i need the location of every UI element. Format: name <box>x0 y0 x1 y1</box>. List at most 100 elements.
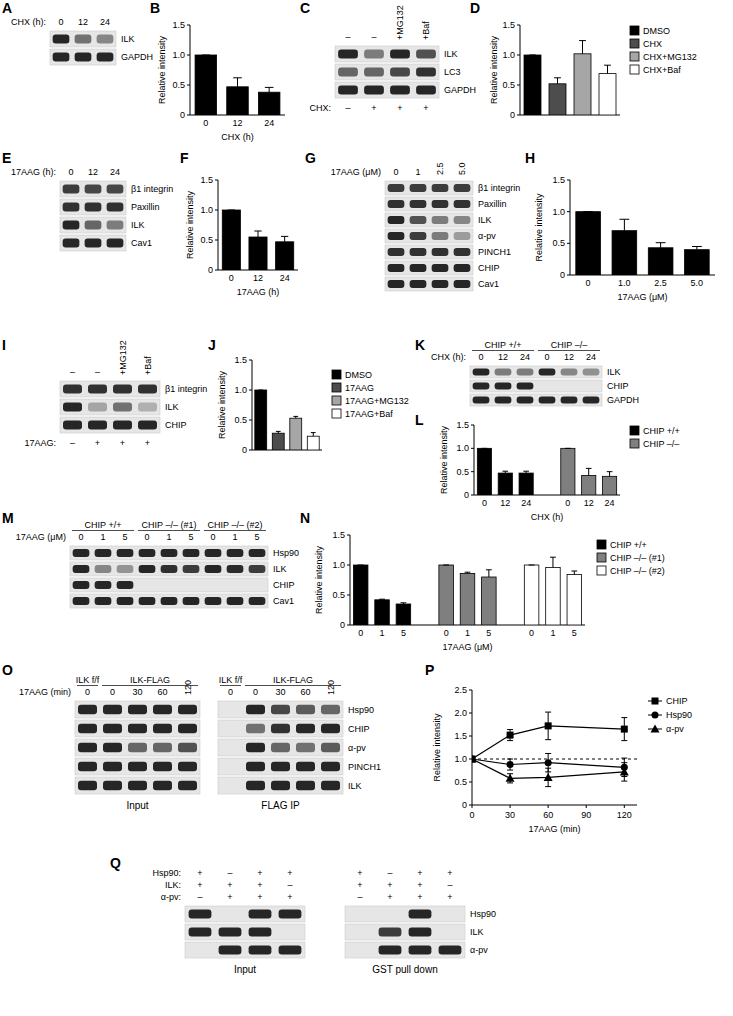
bar <box>222 210 240 270</box>
lane-label: +MG132 <box>118 340 128 375</box>
panel-letter: D <box>470 0 480 16</box>
row-name: β1 integrin <box>165 384 207 394</box>
lane-label: – <box>345 32 350 42</box>
band <box>495 383 512 390</box>
bar <box>524 565 539 625</box>
western-blot: CHX (h):0122401224CHIP +/+CHIP –/–ILKCHI… <box>431 340 639 406</box>
y-tick <box>469 690 472 691</box>
band <box>454 280 471 288</box>
lane-label: 0 <box>228 687 233 697</box>
band <box>153 743 172 753</box>
blot-strip <box>345 942 465 958</box>
blot-strip <box>218 739 343 756</box>
band <box>103 781 122 791</box>
group-line <box>472 350 534 351</box>
group-line <box>220 685 241 686</box>
blot-strip <box>50 49 116 65</box>
blot-strip <box>385 277 473 291</box>
error-bar <box>228 210 235 211</box>
band <box>183 581 200 589</box>
error-cap <box>258 390 263 391</box>
error-cap <box>254 231 261 232</box>
band <box>388 216 405 224</box>
blot-strip <box>75 777 200 794</box>
lane-label: 0 <box>253 687 258 697</box>
band <box>128 781 147 791</box>
marker <box>506 774 515 782</box>
y-tick-label: 0 <box>510 110 515 120</box>
lane-label: +MG132 <box>395 5 405 40</box>
legend-label: CHIP +/+ <box>610 540 647 550</box>
band <box>246 724 265 734</box>
band <box>53 53 70 62</box>
band <box>88 385 107 394</box>
x-tick-label: 5 <box>486 628 491 638</box>
row-name: Hsp90 <box>348 705 374 715</box>
error-cap <box>482 448 488 449</box>
band <box>246 781 265 791</box>
bar <box>307 436 319 450</box>
band <box>63 203 80 212</box>
error-bar <box>529 55 536 56</box>
y-tick <box>347 535 350 536</box>
error-cap <box>656 242 666 243</box>
error-line <box>237 78 238 87</box>
lane-label: – <box>287 880 292 890</box>
error-bar <box>621 718 627 741</box>
error-cap <box>529 55 536 56</box>
error-line <box>582 41 583 54</box>
error-line <box>313 433 314 437</box>
band <box>279 910 302 919</box>
y-tick-label: 0.5 <box>172 80 185 90</box>
legend-swatch <box>597 566 606 575</box>
y-tick-label: 1.0 <box>332 560 345 570</box>
blot-strip <box>385 245 473 259</box>
lane-label: 1 <box>100 532 105 542</box>
blot-strip <box>185 924 305 940</box>
figure: ABCDEFGHIJKLMNOPQ00.51.01.5Relative inte… <box>0 0 733 1016</box>
band <box>271 762 290 772</box>
y-tick <box>471 425 474 426</box>
x-tick-label: 0 <box>444 628 449 638</box>
band <box>349 946 372 955</box>
band <box>189 910 212 919</box>
error-cap <box>523 471 529 472</box>
band <box>249 946 272 955</box>
plot-area <box>255 390 319 450</box>
x-tick-label: 0 <box>586 278 591 288</box>
group-line <box>72 530 134 531</box>
y-tick <box>249 390 252 391</box>
error-cap <box>554 77 561 78</box>
blot-strip <box>60 417 160 433</box>
band <box>388 200 405 208</box>
lane-label: 24 <box>110 167 120 177</box>
group-label: ILK f/f <box>76 675 100 685</box>
y-tick-label: 2.0 <box>454 708 467 718</box>
y-tick-label: 1.0 <box>456 443 469 453</box>
lane-label: + <box>387 892 392 902</box>
group-line <box>204 530 266 531</box>
lane-label: +Baf <box>421 21 431 40</box>
band <box>583 383 600 390</box>
band <box>432 248 449 256</box>
blot-strip <box>50 31 116 47</box>
band <box>161 565 178 573</box>
bar-chart: 00.51.01.5Relative intensity01.02.55.017… <box>534 175 715 302</box>
row-name: PINCH1 <box>348 762 381 772</box>
line-chart: 00.51.01.52.02.5Relative intensity030609… <box>432 685 692 834</box>
error-cap <box>265 87 274 88</box>
band <box>349 928 372 937</box>
band <box>321 724 340 734</box>
y-tick-label: 0.5 <box>454 777 467 787</box>
lane-label: – <box>70 367 75 377</box>
row-name: GAPDH <box>121 52 153 62</box>
blot-strip <box>75 701 200 718</box>
marker <box>651 725 660 733</box>
x-tick-label: 1.0 <box>618 278 631 288</box>
row-name: CHIP <box>478 263 500 273</box>
band <box>117 581 134 589</box>
plot-area <box>195 55 280 115</box>
lane-label: 60 <box>300 687 310 697</box>
band <box>432 184 449 192</box>
blot-strip <box>218 720 343 737</box>
